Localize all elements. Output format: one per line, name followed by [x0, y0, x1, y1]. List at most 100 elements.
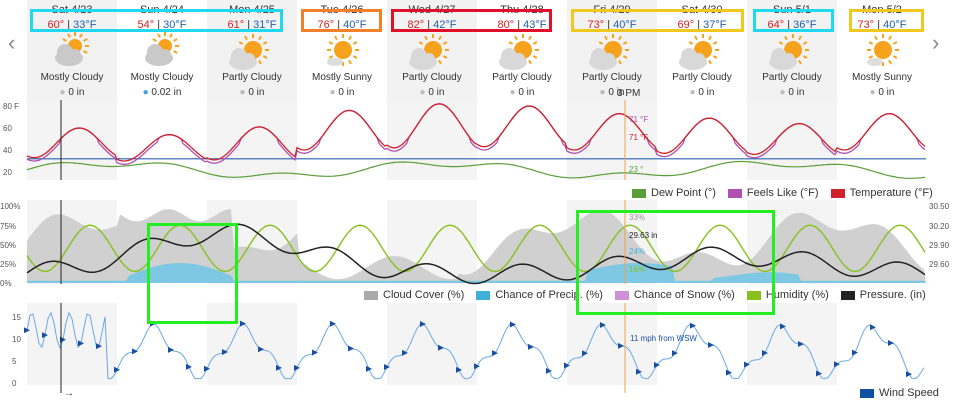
temperature-line [26, 103, 926, 162]
day-column[interactable]: Sat 4/30 69° | 37°F Partly Cloudy ● 0 in [657, 0, 747, 104]
day-condition: Mostly Cloudy [130, 72, 194, 83]
day-column[interactable]: Sun 4/24 54° | 30°F Mostly Cloudy ● 0.02… [117, 0, 207, 104]
wind-direction-arrow [762, 349, 768, 356]
wind-direction-arrow [834, 361, 840, 368]
svg-text:33%: 33% [629, 213, 645, 222]
wind-direction-arrow [348, 345, 354, 352]
daily-forecast-strip: Sat 4/23 60° | 33°F Mostly Cloudy ● 0 in… [27, 0, 926, 104]
day-temps: 76° | 40°F [317, 19, 367, 31]
day-precip: ● 0 in [239, 87, 265, 98]
wind-direction-arrow [78, 340, 84, 347]
wind-direction-arrow [906, 371, 912, 378]
highlight-box-orange [301, 9, 382, 32]
svg-text:75%: 75% [0, 222, 16, 231]
wind-direction-arrow [672, 350, 678, 357]
svg-text:25%: 25% [0, 260, 16, 269]
svg-text:20: 20 [3, 168, 12, 177]
temp-legend: Dew Point (°) Feels Like (°F) Temperature … [620, 187, 933, 199]
day-precip: ● 0.02 in [142, 87, 182, 98]
wind-direction-arrow [690, 322, 696, 329]
temperature-chart[interactable]: 80 F 60 40 20 71 °F 71 °F 23 ° [0, 100, 960, 180]
day-column[interactable]: Fri 4/29 73° | 40°F Partly Cloudy ● 0 in [567, 0, 657, 104]
wind-direction-arrow [384, 363, 390, 370]
wind-direction-arrow [780, 323, 786, 330]
svg-text:71 °F: 71 °F [629, 115, 648, 124]
day-temps: 61° | 31°F [227, 19, 277, 31]
wind-direction-arrow [816, 370, 822, 377]
day-temps: 80° | 43°F [497, 19, 547, 31]
wind-direction-arrow [888, 339, 894, 346]
prev-days-button[interactable]: ‹ [8, 30, 16, 55]
scroll-right-icon[interactable]: → [64, 388, 74, 399]
day-precip: ● 0 in [779, 87, 805, 98]
day-temps: 82° | 42°F [407, 19, 457, 31]
day-condition: Mostly Sunny [851, 72, 913, 83]
day-column[interactable]: Sun 5/1 64° | 36°F Partly Cloudy ● 0 in [747, 0, 837, 104]
day-column[interactable]: Wed 4/27 82° | 42°F Partly Cloudy ● 0 in [387, 0, 477, 104]
wind-direction-arrow [258, 346, 264, 353]
wind-direction-arrow [852, 349, 858, 356]
pressure-line [26, 223, 926, 285]
day-precip: ● 0 in [419, 87, 445, 98]
day-temps: 54° | 30°F [137, 19, 187, 31]
svg-text:30.50: 30.50 [929, 202, 950, 211]
day-condition: Mostly Cloudy [40, 72, 104, 83]
wind-direction-arrow [366, 365, 372, 372]
day-precip: ● 0 in [329, 87, 355, 98]
svg-text:80 F: 80 F [3, 102, 19, 111]
wind-direction-arrow [402, 349, 408, 356]
svg-text:100%: 100% [0, 202, 20, 211]
svg-text:15: 15 [12, 313, 21, 322]
percent-pressure-chart[interactable]: 100% 75% 50% 25% 0% 30.50 30.20 29.90 29.60 33% 29… [0, 200, 960, 292]
day-precip: ● 0 in [599, 87, 625, 98]
wind-direction-arrow [114, 366, 120, 373]
wind-direction-arrow [708, 341, 714, 348]
wind-legend: Wind Speed [848, 387, 939, 399]
raindrop-icon: ● [419, 87, 426, 98]
svg-text:0%: 0% [0, 279, 12, 288]
wind-direction-arrow [618, 342, 624, 349]
wind-direction-arrow [186, 363, 192, 370]
sun-icon [297, 32, 387, 72]
day-precip: ● 0 in [509, 87, 535, 98]
svg-text:0: 0 [12, 379, 17, 388]
raindrop-icon: ● [689, 87, 696, 98]
wind-direction-arrow [96, 343, 102, 350]
highlight-box-cyan-2 [753, 9, 834, 32]
svg-text:50%: 50% [0, 241, 16, 250]
wind-direction-arrow [294, 364, 300, 371]
wind-direction-arrow [510, 321, 516, 328]
wind-direction-arrow [222, 349, 228, 356]
wind-direction-arrow [204, 365, 210, 372]
wind-direction-arrow [546, 367, 552, 374]
raindrop-icon: ● [779, 87, 786, 98]
raindrop-icon: ● [142, 87, 149, 98]
wind-direction-arrow [438, 344, 444, 351]
wind-speed-line [26, 311, 925, 380]
wind-direction-arrow [240, 320, 246, 327]
sun-cloud-icon [207, 32, 297, 72]
wind-direction-arrow [474, 363, 480, 370]
raindrop-icon: ● [599, 87, 606, 98]
next-days-button[interactable]: › [932, 30, 940, 55]
day-condition: Partly Cloudy [762, 72, 822, 83]
day-column[interactable]: Thu 4/28 80° | 43°F Partly Cloudy ● 0 in [477, 0, 567, 104]
svg-text:16%: 16% [629, 265, 645, 274]
highlight-box-yellow-2 [849, 9, 924, 32]
wind-direction-arrow [564, 362, 570, 369]
svg-text:29.63 in: 29.63 in [629, 231, 657, 240]
partly-cloudy-icon [27, 32, 117, 72]
day-column[interactable]: Sat 4/23 60° | 33°F Mostly Cloudy ● 0 in [27, 0, 117, 104]
raindrop-icon: ● [329, 87, 336, 98]
precip-area [27, 263, 926, 283]
wind-direction-arrow [600, 321, 606, 328]
dew-point-line [26, 160, 926, 179]
wind-direction-arrow [726, 369, 732, 376]
svg-text:29.60: 29.60 [929, 260, 950, 269]
wind-chart[interactable]: 15 10 5 0 11 mph from WSW [0, 303, 960, 393]
hour-label: 3 PM [617, 88, 641, 99]
day-column[interactable]: Mon 5/2 73° | 40°F Mostly Sunny ● 0 in [837, 0, 927, 104]
svg-text:29.90: 29.90 [929, 241, 950, 250]
wind-direction-arrow [132, 348, 138, 355]
wind-direction-arrow [330, 320, 336, 327]
